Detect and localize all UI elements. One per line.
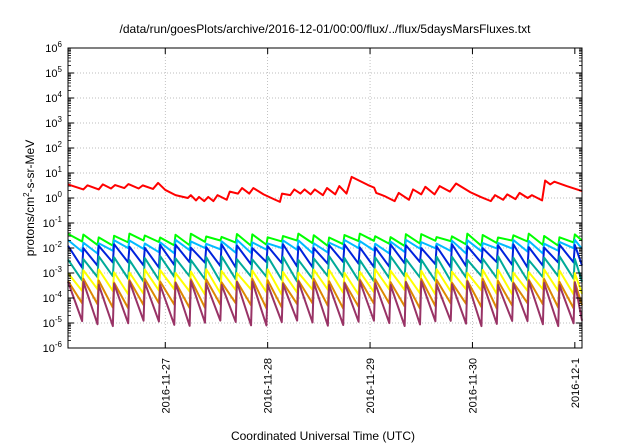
- data-series: [67, 175, 583, 328]
- y-tick-label: 10-1: [43, 215, 63, 230]
- series-line: [67, 232, 583, 248]
- x-tick-label: 2016-11-29: [365, 358, 377, 413]
- y-tick-label: 10-3: [43, 265, 63, 280]
- y-tick-label: 100: [45, 190, 62, 205]
- y-tick-label: 101: [45, 165, 62, 180]
- x-tick-label: 2016-11-30: [467, 358, 479, 413]
- y-tick-label: 106: [45, 40, 62, 55]
- x-axis-label: Coordinated Universal Time (UTC): [231, 429, 415, 443]
- y-tick-label: 10-6: [43, 340, 63, 355]
- y-tick-label: 10-5: [43, 315, 63, 330]
- y-tick-label: 10-2: [43, 240, 63, 255]
- series-line: [67, 175, 583, 203]
- y-tick-label: 104: [45, 90, 62, 105]
- y-tick-label: 103: [45, 115, 62, 130]
- x-tick-label: 2016-12-1: [570, 358, 582, 408]
- series-line: [67, 280, 583, 328]
- plot-frame: [67, 47, 583, 349]
- y-axis-label: protons/cm2-s-sr-MeV: [22, 140, 37, 256]
- y-axis-label-sup: 2: [22, 192, 31, 197]
- y-axis-label-base: protons/cm: [23, 197, 37, 256]
- y-tick-label: 105: [45, 65, 62, 80]
- x-tick-label: 2016-11-28: [263, 358, 275, 413]
- axes: 10-6 10-5 10-4 10-3 10-2 10-1 100 101 102 103 104 1…: [43, 40, 583, 413]
- y-tick-label: 102: [45, 140, 62, 155]
- y-axis-label-rest: -s-sr-MeV: [23, 140, 37, 193]
- chart-title: /data/run/goesPlots/archive/2016-12-01/0…: [120, 22, 532, 36]
- y-tick-label: 10-4: [43, 290, 63, 305]
- x-tick-label: 2016-11-27: [160, 358, 172, 413]
